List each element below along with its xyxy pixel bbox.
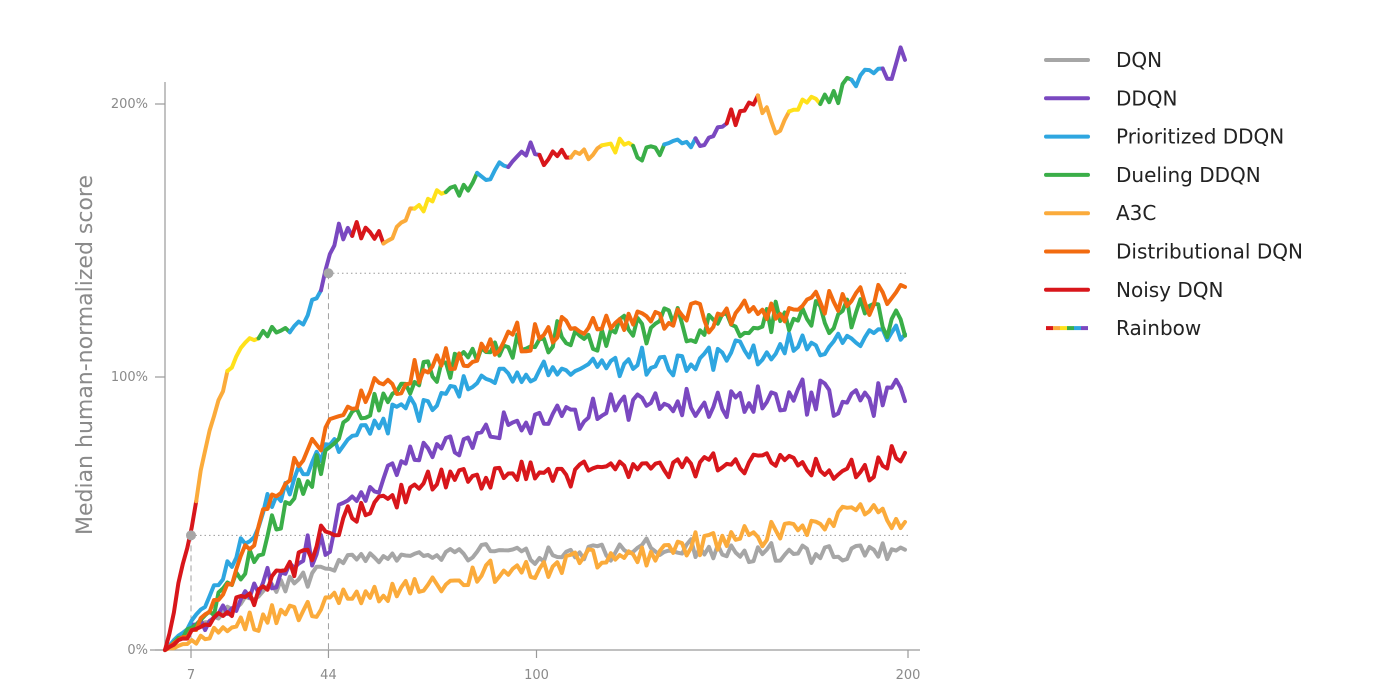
series-line-rainbow-segment xyxy=(849,66,885,89)
series-rainbow xyxy=(163,45,907,652)
legend-label: DDQN xyxy=(1116,86,1178,110)
series-line-prioritized-ddqn xyxy=(163,323,907,652)
series-line-rainbow-segment xyxy=(818,75,854,106)
series-line-rainbow-segment xyxy=(631,142,667,163)
legend-label: Distributional DQN xyxy=(1116,240,1303,264)
series-line-rainbow-segment xyxy=(537,147,573,168)
legend-label: Noisy DQN xyxy=(1116,278,1223,302)
legend-label: Prioritized DDQN xyxy=(1116,125,1284,149)
marker-layer xyxy=(186,268,334,541)
legend-label: A3C xyxy=(1116,201,1156,225)
series-line-a3c xyxy=(163,502,907,652)
series-line-dqn xyxy=(163,536,907,652)
series-line-rainbow-segment xyxy=(568,143,604,162)
series-line-distributional-dqn xyxy=(163,282,907,652)
series-line-rainbow-segment xyxy=(787,94,823,114)
y-tick-label: 100% xyxy=(111,370,148,385)
series-line-rainbow-segment xyxy=(724,93,760,128)
axes xyxy=(150,82,920,651)
series-line-rainbow-segment xyxy=(599,136,636,155)
x-ticks: 7 44 100 200 xyxy=(187,650,921,683)
series-line-noisy-dqn xyxy=(163,444,907,652)
series-line-rainbow-segment xyxy=(662,136,698,150)
series-line-rainbow-segment xyxy=(475,160,511,182)
series-line-rainbow-segment xyxy=(256,324,292,341)
series-line-rainbow-segment xyxy=(880,45,907,81)
series-line-rainbow-segment xyxy=(225,336,261,373)
series-line-rainbow-segment xyxy=(194,369,230,504)
series-line-ddqn xyxy=(163,377,907,652)
legend-label: Rainbow xyxy=(1116,316,1201,340)
series-line-rainbow-segment xyxy=(381,206,417,246)
legend: DQN DDQN Prioritized DDQN Dueling DDQN A3C Di… xyxy=(1044,48,1303,340)
series-line-rainbow-segment xyxy=(755,93,792,136)
series-line-rainbow-segment xyxy=(287,288,323,335)
series-line-rainbow-segment xyxy=(412,188,448,214)
series-layer xyxy=(163,45,907,652)
reference-marker xyxy=(323,268,334,279)
series-line-rainbow-segment xyxy=(319,221,355,293)
legend-label: DQN xyxy=(1116,48,1162,72)
x-tick-label: 200 xyxy=(896,668,921,683)
y-ticks: 0% 100% 200% xyxy=(111,97,165,658)
reference-marker xyxy=(186,530,197,541)
series-line-rainbow-segment xyxy=(443,170,480,198)
y-tick-label: 200% xyxy=(111,97,148,112)
x-tick-label: 100 xyxy=(524,668,549,683)
series-line-rainbow-segment xyxy=(506,140,542,169)
y-axis-title: Median human-normalized score xyxy=(73,175,98,535)
y-tick-label: 0% xyxy=(127,643,148,658)
x-tick-label: 44 xyxy=(320,668,337,683)
series-line-rainbow-segment xyxy=(350,220,386,246)
series-line-rainbow-segment xyxy=(693,121,729,148)
legend-label: Dueling DDQN xyxy=(1116,163,1261,187)
x-tick-label: 7 xyxy=(187,668,195,683)
